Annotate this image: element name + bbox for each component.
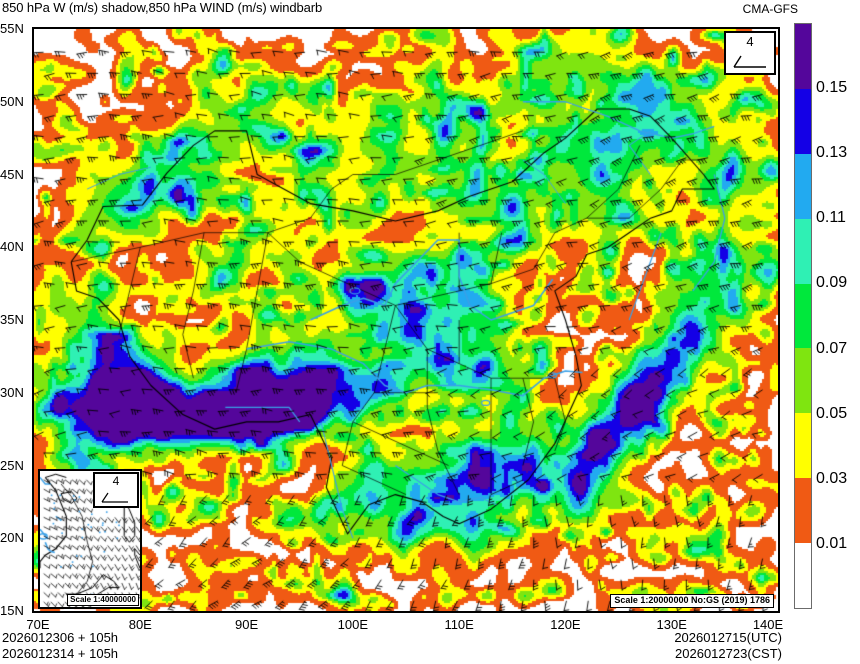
inset-scale-label: Scale 1:40000000: [67, 594, 139, 606]
colorbar-band: [795, 478, 811, 544]
wind-barb-icon: [733, 55, 766, 68]
x-tick-label: 90E: [234, 617, 259, 632]
colorbar-band: [795, 413, 811, 479]
x-tick-label: 100E: [337, 617, 369, 632]
y-tick-label: 50N: [0, 93, 24, 109]
y-tick-label: 15N: [0, 603, 24, 618]
y-tick-label: 35N: [0, 312, 24, 327]
valid-time-utc: 2026012715(UTC): [674, 630, 782, 645]
colorbar-band: [795, 348, 811, 414]
south-china-sea-inset[interactable]: 4 Scale 1:40000000: [38, 469, 142, 609]
inset-barb-legend-value: 4: [112, 474, 120, 488]
y-tick-label: 55N: [0, 21, 24, 36]
x-tick-label: 120E: [550, 617, 581, 632]
colorbar-band: [795, 543, 811, 609]
colorbar-band: [795, 24, 811, 89]
x-tick-label: 70E: [26, 617, 50, 632]
colorbar-tick-label: 0.03: [816, 469, 848, 487]
model-label: CMA-GFS: [742, 2, 798, 16]
map-scale-label: Scale 1:20000000 No:GS (2019) 1786: [610, 594, 774, 608]
colorbar-band: [795, 283, 811, 349]
x-tick-label: 110E: [444, 617, 474, 632]
weather-field-canvas: [34, 29, 778, 611]
wind-barb-icon: [101, 492, 128, 503]
colorbar-tick-label: 0.05: [816, 404, 848, 422]
y-tick-label: 40N: [0, 239, 24, 255]
wind-barb-legend: 4: [724, 31, 776, 75]
y-tick-label: 25N: [0, 457, 24, 473]
colorbar-band: [795, 88, 811, 154]
page-title: 850 hPa W (m/s) shadow,850 hPa WIND (m/s…: [2, 0, 323, 15]
x-tick-label: 80E: [128, 617, 152, 632]
colorbar-tick-label: 0.07: [816, 339, 848, 357]
barb-legend-value: 4: [746, 34, 754, 49]
colorbar-tick-label: 0.13: [816, 144, 848, 162]
valid-time-cst: 2026012723(CST): [675, 646, 782, 661]
inset-wind-barb-legend: 4: [93, 472, 139, 508]
x-tick-label: 140E: [752, 617, 784, 632]
map-panel[interactable]: 4 Scale 1:20000000 No:GS (2019) 1786 4 S…: [32, 27, 780, 613]
init-time-utc: 2026012306 + 105h: [2, 630, 119, 645]
colorbar[interactable]: [794, 23, 812, 609]
colorbar-tick-label: 0.15: [816, 79, 848, 97]
y-tick-label: 30N: [0, 384, 24, 400]
colorbar-tick-label: 0.11: [816, 209, 846, 227]
y-tick-label: 20N: [0, 530, 24, 546]
colorbar-tick-label: 0.01: [816, 534, 848, 552]
colorbar-band: [795, 153, 811, 219]
colorbar-tick-label: 0.09: [816, 274, 848, 292]
init-time-cst: 2026012314 + 105h: [2, 646, 119, 661]
y-tick-label: 45N: [0, 166, 24, 182]
colorbar-band: [795, 218, 811, 284]
x-tick-label: 130E: [656, 617, 687, 632]
